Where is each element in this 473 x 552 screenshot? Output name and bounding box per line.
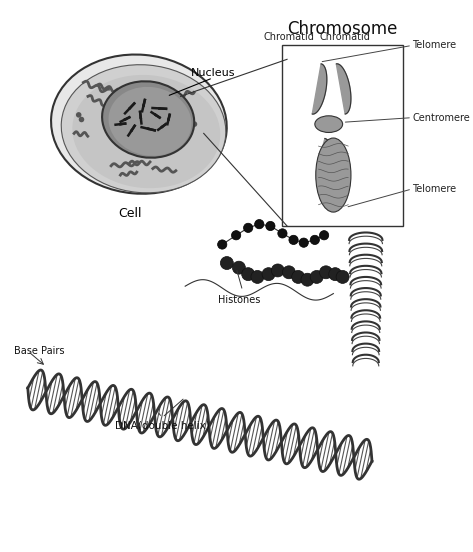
Circle shape xyxy=(76,112,81,118)
Circle shape xyxy=(266,221,275,231)
Circle shape xyxy=(244,223,253,232)
Circle shape xyxy=(289,235,298,245)
Circle shape xyxy=(329,268,342,280)
Circle shape xyxy=(242,268,254,280)
Circle shape xyxy=(299,238,308,247)
Text: Base Pairs: Base Pairs xyxy=(14,346,64,356)
Circle shape xyxy=(319,266,333,279)
Text: Histones: Histones xyxy=(218,295,260,305)
Polygon shape xyxy=(336,64,351,114)
Circle shape xyxy=(232,261,245,274)
Ellipse shape xyxy=(316,138,351,212)
Circle shape xyxy=(220,257,233,269)
Circle shape xyxy=(231,231,241,240)
Ellipse shape xyxy=(51,55,227,194)
Text: Chromatid: Chromatid xyxy=(319,31,370,41)
Circle shape xyxy=(262,268,275,280)
Circle shape xyxy=(251,270,264,283)
Circle shape xyxy=(218,240,227,249)
Circle shape xyxy=(310,270,323,283)
Ellipse shape xyxy=(72,75,220,188)
Polygon shape xyxy=(312,64,327,114)
Circle shape xyxy=(187,131,193,136)
Text: Cell: Cell xyxy=(118,208,141,220)
Text: DNA(double helix): DNA(double helix) xyxy=(114,421,210,431)
Circle shape xyxy=(310,235,319,245)
Circle shape xyxy=(272,264,284,277)
Circle shape xyxy=(254,220,264,229)
Ellipse shape xyxy=(108,87,192,156)
Text: Telomere: Telomere xyxy=(412,184,456,194)
Circle shape xyxy=(336,270,349,283)
Text: Telomere: Telomere xyxy=(412,40,456,50)
Text: Chromosome: Chromosome xyxy=(288,20,398,39)
Ellipse shape xyxy=(61,65,226,193)
Circle shape xyxy=(319,231,329,240)
Circle shape xyxy=(192,121,197,127)
Circle shape xyxy=(278,229,287,238)
Circle shape xyxy=(292,270,305,283)
Text: Nucleus: Nucleus xyxy=(191,68,235,78)
Circle shape xyxy=(301,273,314,286)
Circle shape xyxy=(282,266,296,279)
Polygon shape xyxy=(318,139,330,166)
Text: Centromere: Centromere xyxy=(412,113,470,123)
Circle shape xyxy=(79,116,84,123)
Ellipse shape xyxy=(315,116,342,132)
Text: Chromatid: Chromatid xyxy=(264,31,315,41)
Ellipse shape xyxy=(102,81,194,158)
